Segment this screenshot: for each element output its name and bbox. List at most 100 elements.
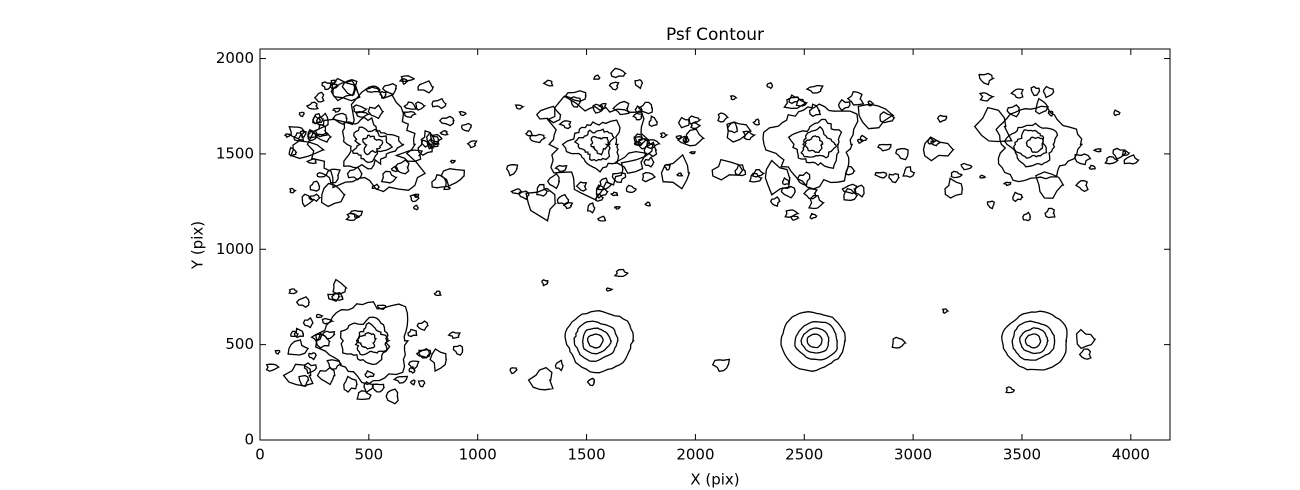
contour-line: [660, 153, 691, 190]
contour-line: [417, 80, 435, 94]
contour-line: [748, 172, 763, 183]
contour-line: [564, 310, 635, 374]
contour-line: [586, 377, 596, 387]
contour-line: [648, 115, 658, 128]
contour-line: [808, 194, 826, 210]
contour-line: [529, 133, 547, 144]
contour-line: [1025, 136, 1044, 154]
contour-line: [762, 103, 859, 190]
contour-line: [676, 172, 684, 177]
contour-line: [510, 188, 523, 195]
contour-line: [611, 172, 627, 184]
contour-line: [752, 118, 761, 126]
contour-line: [1123, 154, 1140, 165]
contour-line: [556, 193, 570, 206]
contour-line: [711, 358, 731, 373]
contour-line: [950, 170, 963, 179]
contour-line: [592, 103, 605, 114]
contour-line: [1012, 191, 1024, 203]
contour-line: [641, 171, 656, 183]
contour-line: [348, 209, 363, 218]
contour-line: [1013, 129, 1048, 159]
contour-line: [726, 121, 753, 143]
x-tick-label: 3500: [1003, 446, 1041, 464]
contour-line: [1010, 88, 1024, 99]
contour-line: [440, 168, 465, 188]
contour-line: [922, 136, 955, 162]
contour-line: [978, 92, 996, 102]
contour-line: [409, 194, 420, 203]
contour-line: [711, 158, 744, 181]
contour-line: [586, 333, 604, 349]
contour-line: [960, 162, 973, 171]
contour-line: [314, 301, 410, 386]
contour-line: [659, 132, 669, 139]
contour-line: [558, 120, 572, 130]
contour-line: [784, 209, 800, 218]
contour-line: [634, 78, 644, 90]
contour-line: [431, 97, 447, 110]
contour-line: [546, 95, 654, 201]
contour-line: [573, 128, 615, 162]
contour-line: [806, 333, 823, 349]
contour-line: [1011, 320, 1056, 361]
contour-line: [766, 82, 774, 90]
contour-line: [346, 166, 363, 181]
contour-line: [554, 164, 568, 173]
contour-line: [978, 72, 996, 86]
contour-line: [1034, 97, 1050, 115]
contour-line: [509, 367, 519, 375]
contour-line: [385, 388, 399, 405]
contour-line: [857, 103, 895, 130]
contour-line: [420, 130, 435, 148]
contour-line: [1075, 328, 1097, 350]
contour-line: [1019, 327, 1049, 355]
contour-line: [293, 132, 305, 142]
contour-line: [804, 135, 825, 154]
contour-line: [809, 212, 818, 220]
contour-line: [357, 331, 378, 350]
contour-line: [596, 215, 607, 222]
contour-line: [586, 202, 596, 214]
contour-line: [452, 344, 464, 356]
contour-line: [683, 128, 706, 147]
contour-line: [634, 133, 649, 147]
contour-line: [941, 308, 950, 314]
contour-line: [973, 106, 1013, 143]
contour-line: [372, 383, 386, 393]
contour-line: [302, 316, 314, 329]
contour-line: [417, 139, 435, 156]
contour-line: [742, 130, 757, 141]
contour-line: [284, 133, 292, 139]
contour-line: [729, 95, 738, 101]
contour-line: [352, 104, 369, 114]
contour-line: [321, 330, 336, 340]
contour-line: [581, 327, 612, 355]
contour-line: [314, 124, 328, 138]
contour-line: [590, 135, 611, 156]
contour-line: [306, 86, 427, 193]
contour-line: [803, 188, 818, 200]
contour-line: [295, 296, 310, 308]
x-tick-label: 4000: [1112, 446, 1150, 464]
contour-line: [1074, 179, 1089, 193]
contour-line: [415, 348, 431, 359]
contour-line: [867, 100, 875, 107]
contour-line: [331, 291, 344, 301]
contour-line: [1092, 148, 1102, 153]
contour-line: [408, 365, 417, 374]
x-axis-label: X (pix): [690, 471, 739, 489]
contour-line: [895, 147, 909, 161]
contour-line: [402, 110, 417, 118]
contour-line: [564, 90, 587, 102]
contour-line: [1112, 147, 1127, 160]
contour-line: [414, 101, 427, 111]
y-axis-label: Y (pix): [189, 221, 207, 270]
contour-line: [573, 320, 619, 363]
contour-line: [608, 81, 620, 91]
contour-line: [605, 287, 614, 292]
contour-line: [265, 363, 280, 372]
contour-line: [805, 84, 824, 94]
chart-title: Psf Contour: [666, 25, 764, 45]
contour-line: [332, 112, 348, 125]
